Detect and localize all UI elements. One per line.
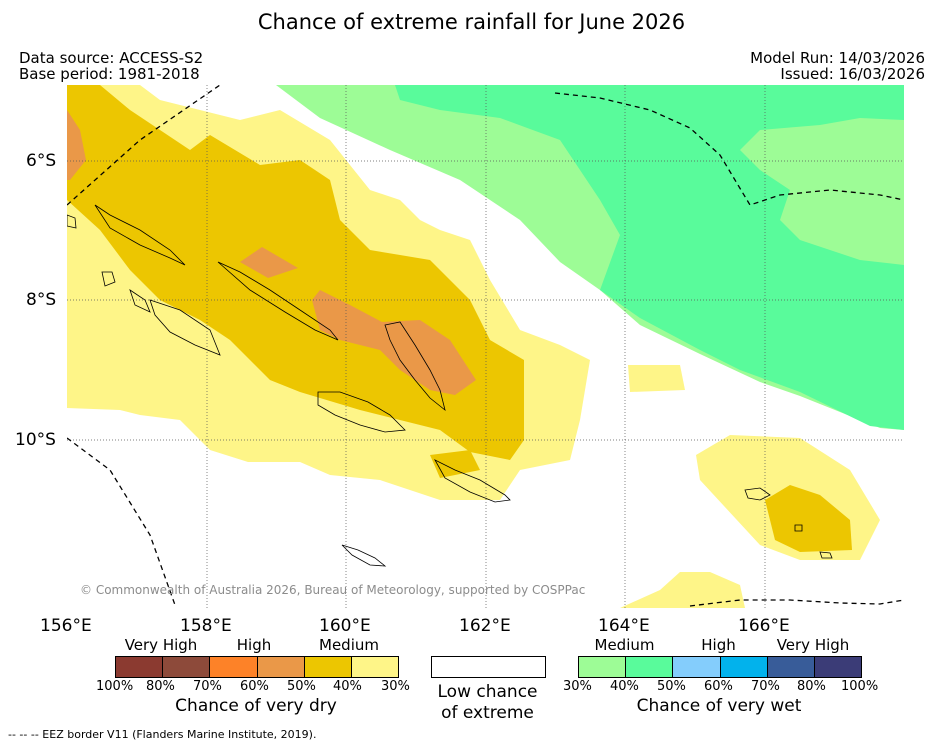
wet-color-swatch bbox=[766, 657, 814, 677]
data-source: Data source: ACCESS-S2 bbox=[19, 49, 204, 67]
run-info: Model Run: 14/03/2026 Issued: 16/03/2026 bbox=[750, 50, 925, 82]
dry-color-swatch bbox=[256, 657, 304, 677]
wet-color-swatch bbox=[813, 657, 862, 677]
copyright-note: © Commonwealth of Australia 2026, Bureau… bbox=[80, 583, 586, 597]
island-makira bbox=[434, 459, 511, 503]
lon-label-166e: 166°E bbox=[738, 616, 790, 636]
wet-tick: 50% bbox=[657, 679, 686, 694]
lon-label-162e: 162°E bbox=[459, 616, 511, 636]
chart-title: Chance of extreme rainfall for June 2026 bbox=[257, 10, 686, 34]
wet-tick: 40% bbox=[610, 679, 639, 694]
island-bougainville bbox=[94, 204, 186, 266]
wet-group-high: High bbox=[701, 636, 736, 654]
dry-tick: 40% bbox=[333, 679, 362, 694]
island-santa-cruz bbox=[744, 487, 771, 501]
dry-color-swatch bbox=[350, 657, 399, 677]
wet-tick: 80% bbox=[797, 679, 826, 694]
lon-label-158e: 158°E bbox=[180, 616, 232, 636]
lat-label-10s: 10°S bbox=[15, 430, 56, 450]
island-rennell bbox=[341, 544, 387, 567]
wet-legend-title: Chance of very wet bbox=[636, 696, 802, 716]
lat-label-8s: 8°S bbox=[26, 290, 57, 310]
dry-tick: 80% bbox=[146, 679, 175, 694]
low-chance-label: Low chance of extreme bbox=[420, 682, 555, 724]
wet-tick: 70% bbox=[751, 679, 780, 694]
lon-label-160e: 160°E bbox=[319, 616, 371, 636]
dry-30-region bbox=[620, 572, 745, 608]
dry-tick: 100% bbox=[96, 679, 134, 694]
island-malaita bbox=[384, 321, 446, 412]
island-small bbox=[794, 524, 803, 532]
dry-40-region bbox=[765, 485, 852, 552]
wet-color-swatch bbox=[579, 657, 626, 677]
dry-legend-title: Chance of very dry bbox=[175, 696, 337, 716]
dry-color-swatch bbox=[303, 657, 351, 677]
dry-tick: 70% bbox=[193, 679, 222, 694]
island-new-georgia bbox=[149, 299, 221, 356]
dry-group-medium: Medium bbox=[319, 636, 379, 654]
dry-group-very-high: Very High bbox=[124, 636, 198, 654]
wet-color-swatch bbox=[625, 657, 673, 677]
data-info: Data source: ACCESS-S2 Base period: 1981… bbox=[19, 50, 203, 82]
eez-border bbox=[67, 437, 176, 606]
island-choiseul bbox=[217, 261, 339, 341]
low-chance-swatch bbox=[431, 656, 546, 678]
low-chance-line1: Low chance bbox=[437, 682, 538, 702]
wet-group-very-high: Very High bbox=[776, 636, 850, 654]
dry-50-region bbox=[240, 247, 298, 278]
wet-group-medium: Medium bbox=[594, 636, 655, 654]
wet-color-swatch bbox=[719, 657, 767, 677]
dry-color-swatch bbox=[162, 657, 210, 677]
wet-tick: 30% bbox=[563, 679, 592, 694]
dry-40-region bbox=[430, 450, 480, 478]
eez-border bbox=[67, 85, 221, 206]
wet-color-swatch bbox=[672, 657, 720, 677]
wet-high-region bbox=[395, 85, 904, 430]
low-chance-line2: of extreme bbox=[441, 703, 534, 723]
dry-tick: 30% bbox=[381, 679, 410, 694]
island-guadalcanal bbox=[317, 391, 406, 433]
dry-colorbar bbox=[115, 656, 399, 678]
wet-tick: 100% bbox=[841, 679, 879, 694]
dry-30-region bbox=[628, 365, 685, 392]
base-period: Base period: 1981-2018 bbox=[19, 65, 200, 83]
lat-label-6s: 6°S bbox=[26, 151, 57, 171]
eez-border bbox=[554, 92, 904, 206]
dry-color-swatch bbox=[116, 657, 163, 677]
island-small bbox=[101, 271, 116, 287]
dry-tick: 60% bbox=[240, 679, 269, 694]
dry-color-swatch bbox=[209, 657, 257, 677]
lon-label-156e: 156°E bbox=[40, 616, 92, 636]
lon-label-164e: 164°E bbox=[598, 616, 650, 636]
wet-colorbar bbox=[578, 656, 862, 678]
island-vanikoro bbox=[819, 551, 833, 559]
wet-tick: 60% bbox=[704, 679, 733, 694]
dry-50-region bbox=[312, 290, 476, 395]
island-small bbox=[67, 214, 77, 229]
dry-50-region bbox=[67, 110, 86, 180]
issued-date: Issued: 16/03/2026 bbox=[780, 65, 925, 83]
model-run: Model Run: 14/03/2026 bbox=[750, 49, 925, 67]
island-santa-isabel bbox=[129, 289, 151, 313]
dry-tick: 50% bbox=[287, 679, 316, 694]
dry-group-high: High bbox=[236, 636, 272, 654]
eez-border-note: -- -- -- EEZ border V11 (Flanders Marine… bbox=[8, 728, 317, 741]
